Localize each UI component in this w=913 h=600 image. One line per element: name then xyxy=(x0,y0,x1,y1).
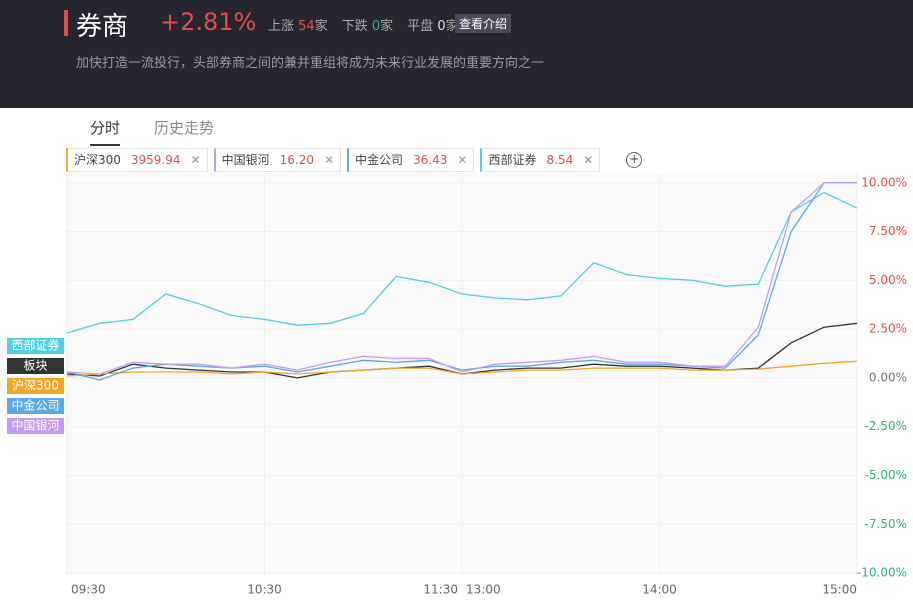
series-tag-label: 中国银河 xyxy=(11,418,59,433)
series-tag xyxy=(7,338,64,354)
stat-count: 0 xyxy=(371,19,381,34)
y-tick-label: 0.00% xyxy=(869,370,907,384)
stats: 上涨 54家 下跌 0家 平盘 0家 xyxy=(268,15,459,34)
x-tick-label: 09:30 xyxy=(71,583,106,597)
series-tag-label: 沪深300 xyxy=(12,379,59,393)
stat-label: 平盘 xyxy=(407,19,434,34)
compare-chip[interactable]: 沪深300 3959.94 ✕ xyxy=(66,148,208,172)
series-tag xyxy=(7,358,64,374)
compare-chip[interactable]: 西部证券 8.54 ✕ xyxy=(480,148,601,172)
tab[interactable]: 历史走势 xyxy=(154,119,215,137)
y-tick-label: 7.50% xyxy=(869,224,907,238)
stat-unit: 家 xyxy=(380,19,394,34)
chip-name: 中国银河 xyxy=(221,153,270,167)
y-tick-label: -2.50% xyxy=(865,419,907,433)
stat-count: 54 xyxy=(298,19,315,34)
x-tick-label: 11:30 xyxy=(423,583,458,597)
chip-name: 中金公司 xyxy=(355,153,404,167)
compare-chip[interactable]: 中国银河 16.20 ✕ xyxy=(213,148,342,172)
stat: 下跌 0家 xyxy=(342,15,393,34)
y-tick-label: 2.50% xyxy=(869,322,907,336)
stat-count: 0 xyxy=(437,19,446,34)
sector-change: +2.81% xyxy=(160,8,257,36)
chip-price: 3959.94 xyxy=(130,153,181,167)
x-tick-label: 14:00 xyxy=(642,583,677,597)
chip-name: 沪深300 xyxy=(74,153,121,167)
tab[interactable]: 分时 xyxy=(90,117,121,146)
chip-close[interactable]: ✕ xyxy=(323,153,335,167)
subtitle: 加快打造一流投行，头部券商之间的兼并重组将成为未来行业发展的重要方向之一 xyxy=(76,56,545,71)
y-tick-label: -7.50% xyxy=(865,517,907,531)
series-tag-label: 西部证券 xyxy=(11,338,59,353)
y-tick-label: -5.00% xyxy=(865,468,907,482)
series-tag xyxy=(7,418,64,434)
chip-price: 16.20 xyxy=(279,153,314,167)
intro-button[interactable]: 查看介绍 xyxy=(455,14,512,33)
chip-close[interactable]: ✕ xyxy=(190,153,201,167)
header: 券商 +2.81% 上涨 54家 下跌 0家 平盘 0家 查看介绍 加快打造一流… xyxy=(0,0,913,108)
x-tick-label: 15:00 xyxy=(822,583,857,597)
y-tick-label: -10.00% xyxy=(857,566,907,580)
accent-bar xyxy=(64,10,68,36)
stat-label: 上涨 xyxy=(268,19,295,34)
x-tick-label: 13:00 xyxy=(466,583,501,597)
series-line xyxy=(66,182,857,375)
tabs: 分时 历史走势 xyxy=(90,117,214,146)
series-tag xyxy=(7,398,64,414)
chip-price: 36.43 xyxy=(413,153,448,167)
chip-close[interactable]: ✕ xyxy=(457,153,468,167)
series-tag-label: 板块 xyxy=(23,359,47,373)
chip-name: 西部证券 xyxy=(488,153,537,167)
compare-chip[interactable]: 中金公司 36.43 ✕ xyxy=(347,148,475,172)
series-line xyxy=(66,191,858,334)
chip-price: 8.54 xyxy=(546,153,574,167)
compare-chips: 沪深300 3959.94 ✕ 中国银河 16.20 ✕ 中金公司 36.43 ✕ 西部证券 8.5… xyxy=(66,148,643,172)
chip-close[interactable]: ✕ xyxy=(583,153,594,167)
stat: 上涨 54家 xyxy=(268,15,328,34)
stat-label: 下跌 xyxy=(341,19,368,34)
series-tag-label: 中金公司 xyxy=(11,398,59,413)
series-line xyxy=(66,182,857,381)
series-tag xyxy=(7,378,64,394)
y-tick-label: 10.00% xyxy=(861,175,907,189)
x-tick-label: 10:30 xyxy=(247,583,282,597)
y-tick-label: 5.00% xyxy=(869,273,907,287)
stat-unit: 家 xyxy=(314,19,328,34)
add-compare[interactable]: + xyxy=(626,152,643,168)
series-line xyxy=(66,360,858,377)
sector-title: 券商 xyxy=(76,12,129,42)
